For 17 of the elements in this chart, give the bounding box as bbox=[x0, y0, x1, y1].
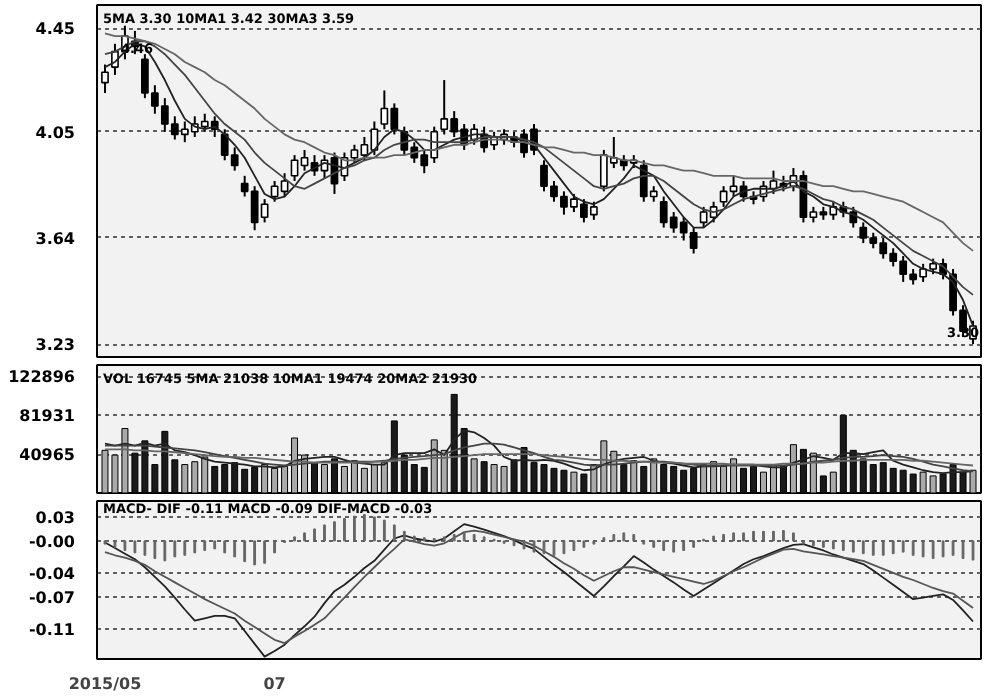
y-tick-label: -0.07 bbox=[28, 588, 76, 607]
y-tick-label: 3.64 bbox=[35, 229, 76, 248]
y-tick-label: -0.00 bbox=[28, 532, 76, 551]
y-tick-label: 0.03 bbox=[35, 508, 76, 527]
y-tick-label: 81931 bbox=[19, 407, 76, 426]
y-tick-label: 40965 bbox=[19, 446, 76, 465]
y-tick-label: 122896 bbox=[8, 368, 76, 387]
line-series bbox=[104, 442, 974, 473]
y-tick-label: 4.45 bbox=[35, 20, 76, 39]
y-tick-label: 4.05 bbox=[35, 123, 76, 142]
y-tick-label: -0.04 bbox=[28, 564, 76, 583]
x-tick-label: 07 bbox=[263, 675, 286, 693]
line-series bbox=[104, 32, 974, 252]
y-tick-label: -0.11 bbox=[28, 620, 76, 639]
y-tick-label: 3.23 bbox=[35, 336, 76, 355]
line-series bbox=[104, 448, 974, 467]
x-tick-label: 2015/05 bbox=[68, 675, 143, 693]
